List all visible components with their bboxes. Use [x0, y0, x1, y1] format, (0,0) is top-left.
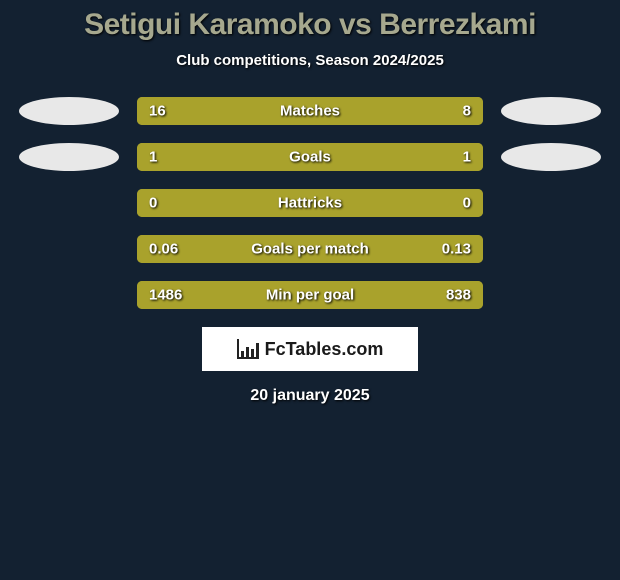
stat-row: 0.06 Goals per match 0.13	[0, 235, 620, 263]
avatar-spacer	[501, 281, 601, 309]
stat-row: 1486 Min per goal 838	[0, 281, 620, 309]
player2-avatar	[501, 97, 601, 125]
date-label: 20 january 2025	[0, 387, 620, 405]
stat-value-left: 16	[149, 103, 166, 120]
stat-bar: 0.06 Goals per match 0.13	[137, 235, 483, 263]
stat-label: Matches	[280, 103, 340, 120]
subtitle: Club competitions, Season 2024/2025	[0, 52, 620, 69]
avatar-spacer	[19, 189, 119, 217]
infographic-container: Setigui Karamoko vs Berrezkami Club comp…	[0, 0, 620, 405]
stats-list: 16 Matches 8 1 Goals 1 0 Hattricks 0 0.06 Goals pe…	[0, 97, 620, 309]
stat-value-left: 0	[149, 195, 157, 212]
stat-label: Min per goal	[266, 287, 354, 304]
avatar-spacer	[19, 281, 119, 309]
stat-value-right: 0.13	[442, 241, 471, 258]
player1-avatar	[19, 97, 119, 125]
stat-value-left: 1	[149, 149, 157, 166]
stat-bar: 0 Hattricks 0	[137, 189, 483, 217]
stat-value-left: 0.06	[149, 241, 178, 258]
stat-bar: 16 Matches 8	[137, 97, 483, 125]
logo-box: FcTables.com	[202, 327, 418, 371]
stat-value-right: 838	[446, 287, 471, 304]
avatar-spacer	[501, 235, 601, 263]
logo-text: FcTables.com	[265, 339, 384, 360]
stat-value-right: 8	[463, 103, 471, 120]
stat-bar: 1486 Min per goal 838	[137, 281, 483, 309]
stat-row: 0 Hattricks 0	[0, 189, 620, 217]
stat-label: Goals	[289, 149, 331, 166]
avatar-spacer	[501, 189, 601, 217]
stat-label: Hattricks	[278, 195, 342, 212]
avatar-spacer	[19, 235, 119, 263]
stat-row: 1 Goals 1	[0, 143, 620, 171]
player2-avatar	[501, 143, 601, 171]
stat-value-right: 0	[463, 195, 471, 212]
bar-left-fill	[137, 143, 310, 171]
bar-right-fill	[310, 143, 483, 171]
page-title: Setigui Karamoko vs Berrezkami	[0, 8, 620, 42]
stat-label: Goals per match	[251, 241, 369, 258]
stat-bar: 1 Goals 1	[137, 143, 483, 171]
player1-avatar	[19, 143, 119, 171]
stat-value-right: 1	[463, 149, 471, 166]
stat-value-left: 1486	[149, 287, 182, 304]
logo-chart-icon	[237, 339, 259, 359]
stat-row: 16 Matches 8	[0, 97, 620, 125]
